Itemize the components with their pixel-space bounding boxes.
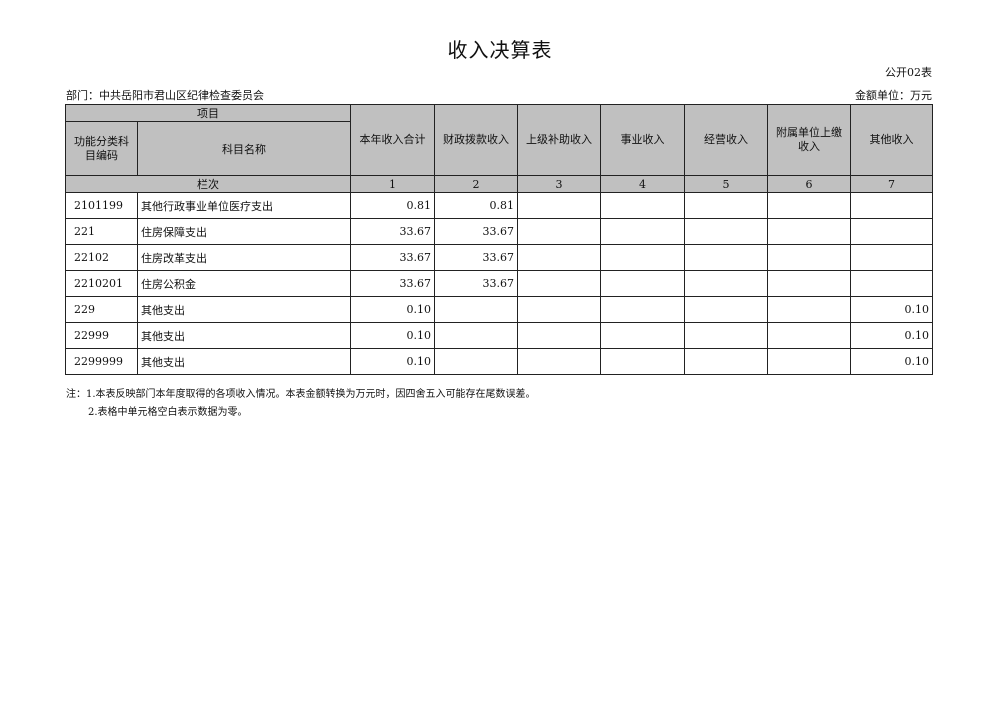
table-row: 2299999 其他支出 0.10 0.10 xyxy=(65,348,933,375)
table-row: 221 住房保障支出 33.67 33.67 xyxy=(65,218,933,245)
cell-value xyxy=(600,192,685,219)
table-row: 2210201 住房公积金 33.67 33.67 xyxy=(65,270,933,297)
cell-name: 住房保障支出 xyxy=(137,218,351,245)
header-col: 其他收入 xyxy=(850,104,933,176)
cell-value xyxy=(517,296,601,323)
cell-value: 33.67 xyxy=(434,218,518,245)
cell-value xyxy=(684,296,768,323)
table-row: 229 其他支出 0.10 0.10 xyxy=(65,296,933,323)
header-col: 上级补助收入 xyxy=(517,104,601,176)
table-row: 2101199 其他行政事业单位医疗支出 0.81 0.81 xyxy=(65,192,933,219)
column-index-4: 4 xyxy=(600,175,685,193)
cell-value xyxy=(767,322,851,349)
cell-value xyxy=(767,192,851,219)
header-col: 财政拨款收入 xyxy=(434,104,518,176)
cell-value: 0.81 xyxy=(434,192,518,219)
cell-code: 22999 xyxy=(65,322,138,349)
cell-code: 2101199 xyxy=(65,192,138,219)
cell-value: 0.10 xyxy=(350,322,435,349)
cell-value xyxy=(600,218,685,245)
cell-value xyxy=(517,192,601,219)
cell-value: 0.10 xyxy=(850,322,933,349)
table-row: 22102 住房改革支出 33.67 33.67 xyxy=(65,244,933,271)
income-table: 项目 本年收入合计 财政拨款收入 上级补助收入 事业收入 经营收入 附属单位上缴… xyxy=(65,104,933,375)
cell-name: 住房公积金 xyxy=(137,270,351,297)
unit-label: 金额单位：万元 xyxy=(855,89,932,102)
header-item: 项目 xyxy=(65,104,351,122)
cell-name: 其他支出 xyxy=(137,296,351,323)
cell-value xyxy=(767,348,851,375)
cell-value: 0.10 xyxy=(850,348,933,375)
column-index-1: 1 xyxy=(350,175,435,193)
header-name: 科目名称 xyxy=(137,121,351,176)
cell-value xyxy=(517,218,601,245)
cell-code: 2210201 xyxy=(65,270,138,297)
cell-value xyxy=(600,296,685,323)
cell-value xyxy=(684,218,768,245)
column-index-3: 3 xyxy=(517,175,601,193)
cell-value xyxy=(434,348,518,375)
note-2: 2.表格中单元格空白表示数据为零。 xyxy=(88,407,248,418)
cell-value: 0.10 xyxy=(350,296,435,323)
page-title: 收入决算表 xyxy=(447,38,553,62)
cell-value xyxy=(517,348,601,375)
cell-value xyxy=(434,322,518,349)
cell-value xyxy=(767,270,851,297)
cell-code: 229 xyxy=(65,296,138,323)
cell-value xyxy=(684,348,768,375)
cell-value xyxy=(767,244,851,271)
header-col: 附属单位上缴收入 xyxy=(767,104,851,176)
cell-value: 0.10 xyxy=(850,296,933,323)
cell-value: 0.10 xyxy=(350,348,435,375)
cell-value xyxy=(684,270,768,297)
cell-code: 22102 xyxy=(65,244,138,271)
cell-value: 33.67 xyxy=(434,244,518,271)
cell-value: 33.67 xyxy=(350,244,435,271)
column-index-5: 5 xyxy=(684,175,768,193)
cell-name: 其他行政事业单位医疗支出 xyxy=(137,192,351,219)
cell-name: 住房改革支出 xyxy=(137,244,351,271)
header-column-index: 栏次 xyxy=(65,175,351,193)
form-number: 公开02表 xyxy=(885,66,932,79)
column-index-6: 6 xyxy=(767,175,851,193)
notes: 注：1.本表反映部门本年度取得的各项收入情况。本表金额转换为万元时，因四舍五入可… xyxy=(66,386,536,422)
cell-value xyxy=(767,218,851,245)
cell-value: 33.67 xyxy=(350,270,435,297)
cell-value xyxy=(850,244,933,271)
cell-value: 33.67 xyxy=(350,218,435,245)
cell-value xyxy=(767,296,851,323)
cell-code: 221 xyxy=(65,218,138,245)
cell-value xyxy=(600,270,685,297)
department-label: 部门：中共岳阳市君山区纪律检查委员会 xyxy=(66,89,264,102)
cell-value xyxy=(517,322,601,349)
column-index-2: 2 xyxy=(434,175,518,193)
column-index-7: 7 xyxy=(850,175,933,193)
cell-name: 其他支出 xyxy=(137,322,351,349)
header-col: 本年收入合计 xyxy=(350,104,435,176)
table-row: 22999 其他支出 0.10 0.10 xyxy=(65,322,933,349)
cell-value xyxy=(600,322,685,349)
cell-value: 0.81 xyxy=(350,192,435,219)
cell-value xyxy=(434,296,518,323)
cell-value xyxy=(850,192,933,219)
header-code: 功能分类科目编码 xyxy=(65,121,138,176)
cell-name: 其他支出 xyxy=(137,348,351,375)
cell-value xyxy=(684,322,768,349)
cell-value xyxy=(600,348,685,375)
cell-value xyxy=(684,192,768,219)
cell-value: 33.67 xyxy=(434,270,518,297)
note-1: 注：1.本表反映部门本年度取得的各项收入情况。本表金额转换为万元时，因四舍五入可… xyxy=(66,389,536,400)
header-col: 事业收入 xyxy=(600,104,685,176)
cell-value xyxy=(517,270,601,297)
cell-value xyxy=(850,270,933,297)
cell-value xyxy=(600,244,685,271)
header-col: 经营收入 xyxy=(684,104,768,176)
cell-value xyxy=(850,218,933,245)
cell-value xyxy=(517,244,601,271)
cell-value xyxy=(684,244,768,271)
cell-code: 2299999 xyxy=(65,348,138,375)
